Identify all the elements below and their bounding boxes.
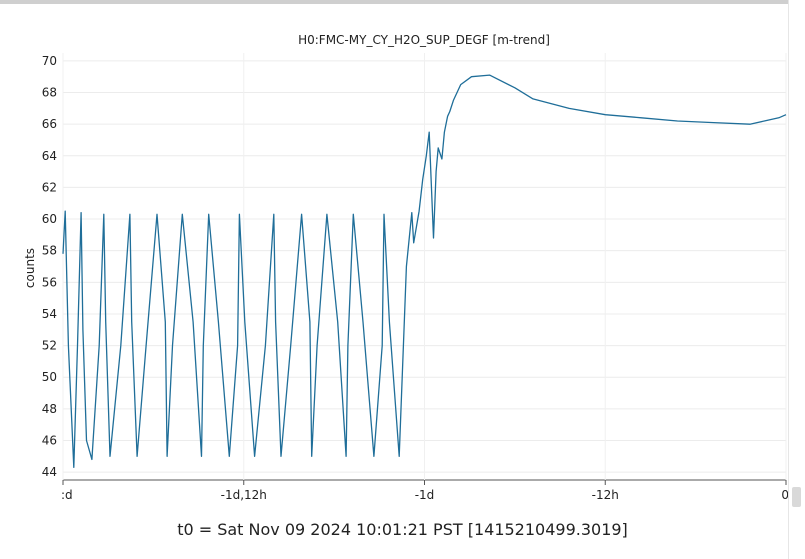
- x-tick-label: 0: [781, 488, 789, 502]
- y-tick-label: 56: [42, 275, 57, 289]
- y-tick-label: 50: [42, 370, 57, 384]
- y-tick-label: 66: [42, 117, 57, 131]
- scrollbar-thumb[interactable]: [792, 487, 801, 507]
- series-line: [62, 74, 787, 468]
- x-tick-label: -1d,12h: [221, 488, 267, 502]
- y-tick-label: 64: [42, 149, 57, 163]
- y-axis-label: counts: [23, 248, 37, 288]
- x-axis-ticks: :d -1d,12h -1d -12h 0: [61, 480, 789, 502]
- grid-lines: [62, 53, 787, 481]
- trend-chart: 44 46 48 50 52 54 56 58 60 62 64 66 68 70 :d -1d,12h -1…: [23, 33, 789, 502]
- x-tick-label: :d: [61, 488, 73, 502]
- window-top-border: [0, 0, 805, 4]
- y-tick-label: 52: [42, 339, 57, 353]
- y-axis-ticks: 44 46 48 50 52 54 56 58 60 62 64 66 68 70: [42, 54, 57, 479]
- y-tick-label: 60: [42, 212, 57, 226]
- vertical-scrollbar[interactable]: [788, 0, 805, 559]
- x-tick-label: -1d: [415, 488, 435, 502]
- y-tick-label: 68: [42, 86, 57, 100]
- t0-footer: t0 = Sat Nov 09 2024 10:01:21 PST [14152…: [177, 520, 628, 539]
- series-group: [62, 74, 787, 468]
- y-tick-label: 62: [42, 180, 57, 194]
- y-tick-label: 48: [42, 402, 57, 416]
- y-tick-label: 58: [42, 244, 57, 258]
- y-tick-label: 44: [42, 465, 57, 479]
- y-tick-label: 54: [42, 307, 57, 321]
- y-tick-label: 46: [42, 433, 57, 447]
- y-tick-label: 70: [42, 54, 57, 68]
- x-tick-label: -12h: [592, 488, 619, 502]
- chart-title: H0:FMC-MY_CY_H2O_SUP_DEGF [m-trend]: [298, 33, 550, 47]
